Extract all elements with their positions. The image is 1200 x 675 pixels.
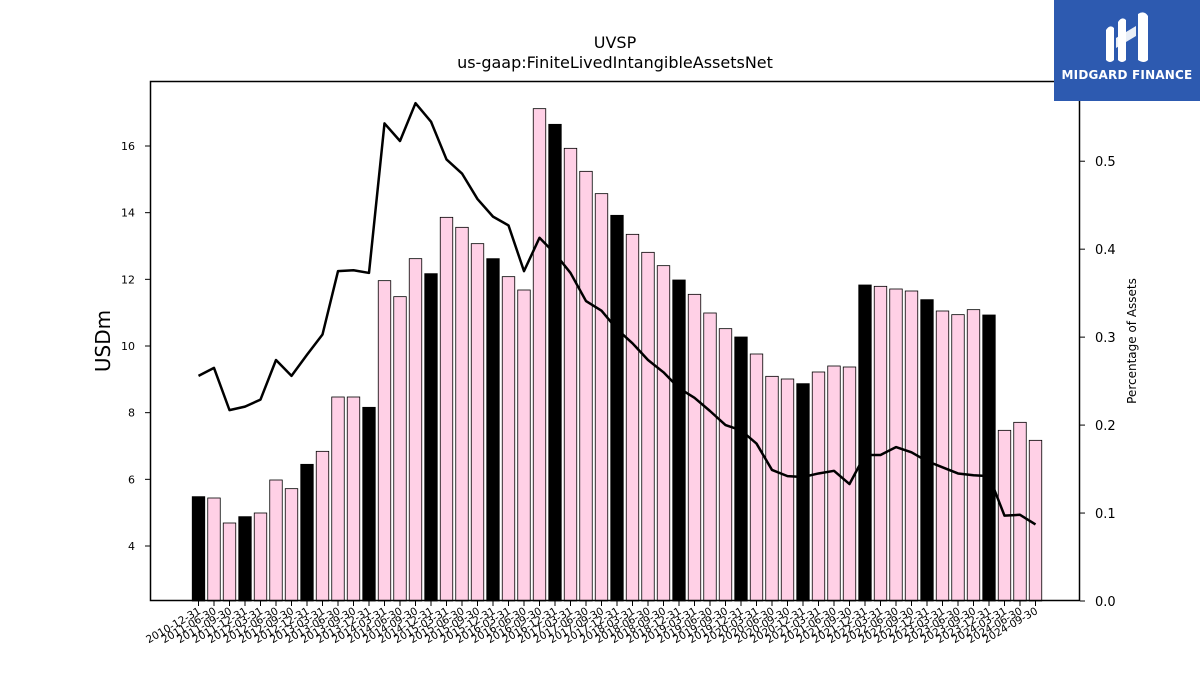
chart-title: UVSP bbox=[594, 33, 637, 52]
y-axis-label: USDm bbox=[91, 310, 115, 372]
bar-2021-03-31 bbox=[827, 365, 841, 602]
y2tick-label: 0.4 bbox=[1095, 243, 1116, 258]
bar-2014-06-30 bbox=[408, 258, 423, 602]
logo-mark-icon bbox=[1106, 12, 1148, 62]
bar-2015-09-30 bbox=[486, 258, 500, 602]
y2tick-label: 0.0 bbox=[1095, 595, 1116, 610]
bar-2012-06-30 bbox=[284, 488, 299, 602]
ytick-label: 14 bbox=[121, 207, 135, 220]
y2-axis-label: Percentage of Assets bbox=[1125, 278, 1139, 404]
bar-2022-03-31 bbox=[889, 288, 903, 602]
bar-2020-12-31 bbox=[811, 371, 826, 602]
bar-2016-06-30 bbox=[532, 108, 547, 602]
bar-2023-09-30 bbox=[982, 314, 996, 602]
brand-name: MIDGARD FINANCE bbox=[1061, 68, 1193, 82]
bar-2013-12-31 bbox=[377, 280, 392, 602]
bar-2014-09-30 bbox=[424, 273, 438, 602]
bar-2016-09-30 bbox=[548, 123, 562, 602]
bar-2013-03-31 bbox=[331, 396, 345, 602]
plot-frame bbox=[149, 80, 1081, 602]
bar-2013-09-30 bbox=[362, 406, 376, 602]
bar-2021-12-31 bbox=[873, 285, 888, 602]
ytick-label: 6 bbox=[128, 473, 135, 486]
bar-2020-03-31 bbox=[765, 375, 779, 602]
bar-2017-03-31 bbox=[579, 170, 593, 602]
bar-2012-09-30 bbox=[300, 463, 314, 602]
bar-2022-09-30 bbox=[920, 299, 934, 602]
bar-2011-09-30 bbox=[238, 516, 252, 602]
chart-subtitle: us-gaap:FiniteLivedIntangibleAssetsNet bbox=[457, 53, 773, 72]
bar-2017-09-30 bbox=[610, 214, 624, 602]
bar-2011-06-30 bbox=[222, 522, 237, 602]
y2tick-label: 0.3 bbox=[1095, 331, 1116, 346]
bar-2020-06-30 bbox=[780, 378, 795, 602]
bar-2016-12-31 bbox=[563, 147, 578, 602]
bar-2024-03-31 bbox=[1013, 421, 1027, 602]
percentage-of-assets-line bbox=[197, 101, 1037, 526]
bar-2018-03-31 bbox=[641, 251, 655, 602]
bar-series bbox=[191, 108, 1043, 602]
ytick-label: 16 bbox=[121, 140, 135, 153]
bar-2021-09-30 bbox=[858, 284, 872, 602]
bar-2015-03-31 bbox=[455, 226, 469, 602]
bar-2019-06-30 bbox=[718, 328, 733, 602]
bar-2015-12-31 bbox=[501, 276, 516, 602]
bar-2020-09-30 bbox=[796, 383, 810, 602]
bar-2018-12-31 bbox=[687, 293, 702, 602]
bar-2011-03-31 bbox=[207, 497, 221, 602]
bar-2019-09-30 bbox=[734, 336, 748, 602]
brand-logo: MIDGARD FINANCE bbox=[1054, 0, 1200, 101]
bar-2014-12-31 bbox=[439, 216, 454, 602]
x-axis: 2010-12-312011-06-302011-09-302011-12-31… bbox=[144, 601, 1040, 646]
bar-2011-12-31 bbox=[253, 512, 268, 602]
ytick-label: 4 bbox=[128, 540, 135, 553]
ytick-label: 10 bbox=[121, 340, 135, 353]
bar-2022-06-30 bbox=[904, 290, 919, 602]
y-axis-right: 0.0 0.1 0.2 0.3 0.4 0.5 bbox=[1080, 155, 1116, 610]
bar-2012-12-31 bbox=[315, 450, 330, 602]
line-series bbox=[197, 101, 1037, 526]
bar-2019-03-31 bbox=[703, 312, 717, 602]
ytick-label: 8 bbox=[128, 407, 135, 420]
y2tick-label: 0.1 bbox=[1095, 507, 1116, 522]
bar-2019-12-31 bbox=[749, 353, 764, 602]
ytick-label: 12 bbox=[121, 273, 135, 286]
bar-2017-12-31 bbox=[625, 233, 640, 602]
bar-2014-03-31 bbox=[393, 296, 407, 602]
y2tick-label: 0.2 bbox=[1095, 419, 1116, 434]
bar-2018-06-30 bbox=[656, 265, 671, 602]
bar-2015-06-30 bbox=[470, 243, 485, 602]
bar-2010-12-31 bbox=[191, 496, 206, 602]
bar-2023-03-31 bbox=[951, 314, 965, 602]
bar-2016-03-31 bbox=[517, 289, 531, 602]
bar-2013-06-30 bbox=[346, 396, 361, 602]
bar-2017-06-30 bbox=[594, 193, 609, 602]
y2tick-label: 0.5 bbox=[1095, 155, 1116, 170]
bar-2022-12-31 bbox=[935, 310, 950, 602]
bar-2012-03-31 bbox=[269, 479, 283, 602]
y-axis-left: 4 6 8 10 12 14 16 bbox=[121, 140, 150, 553]
bar-2023-06-30 bbox=[966, 309, 981, 602]
bar-2018-09-30 bbox=[672, 279, 686, 602]
